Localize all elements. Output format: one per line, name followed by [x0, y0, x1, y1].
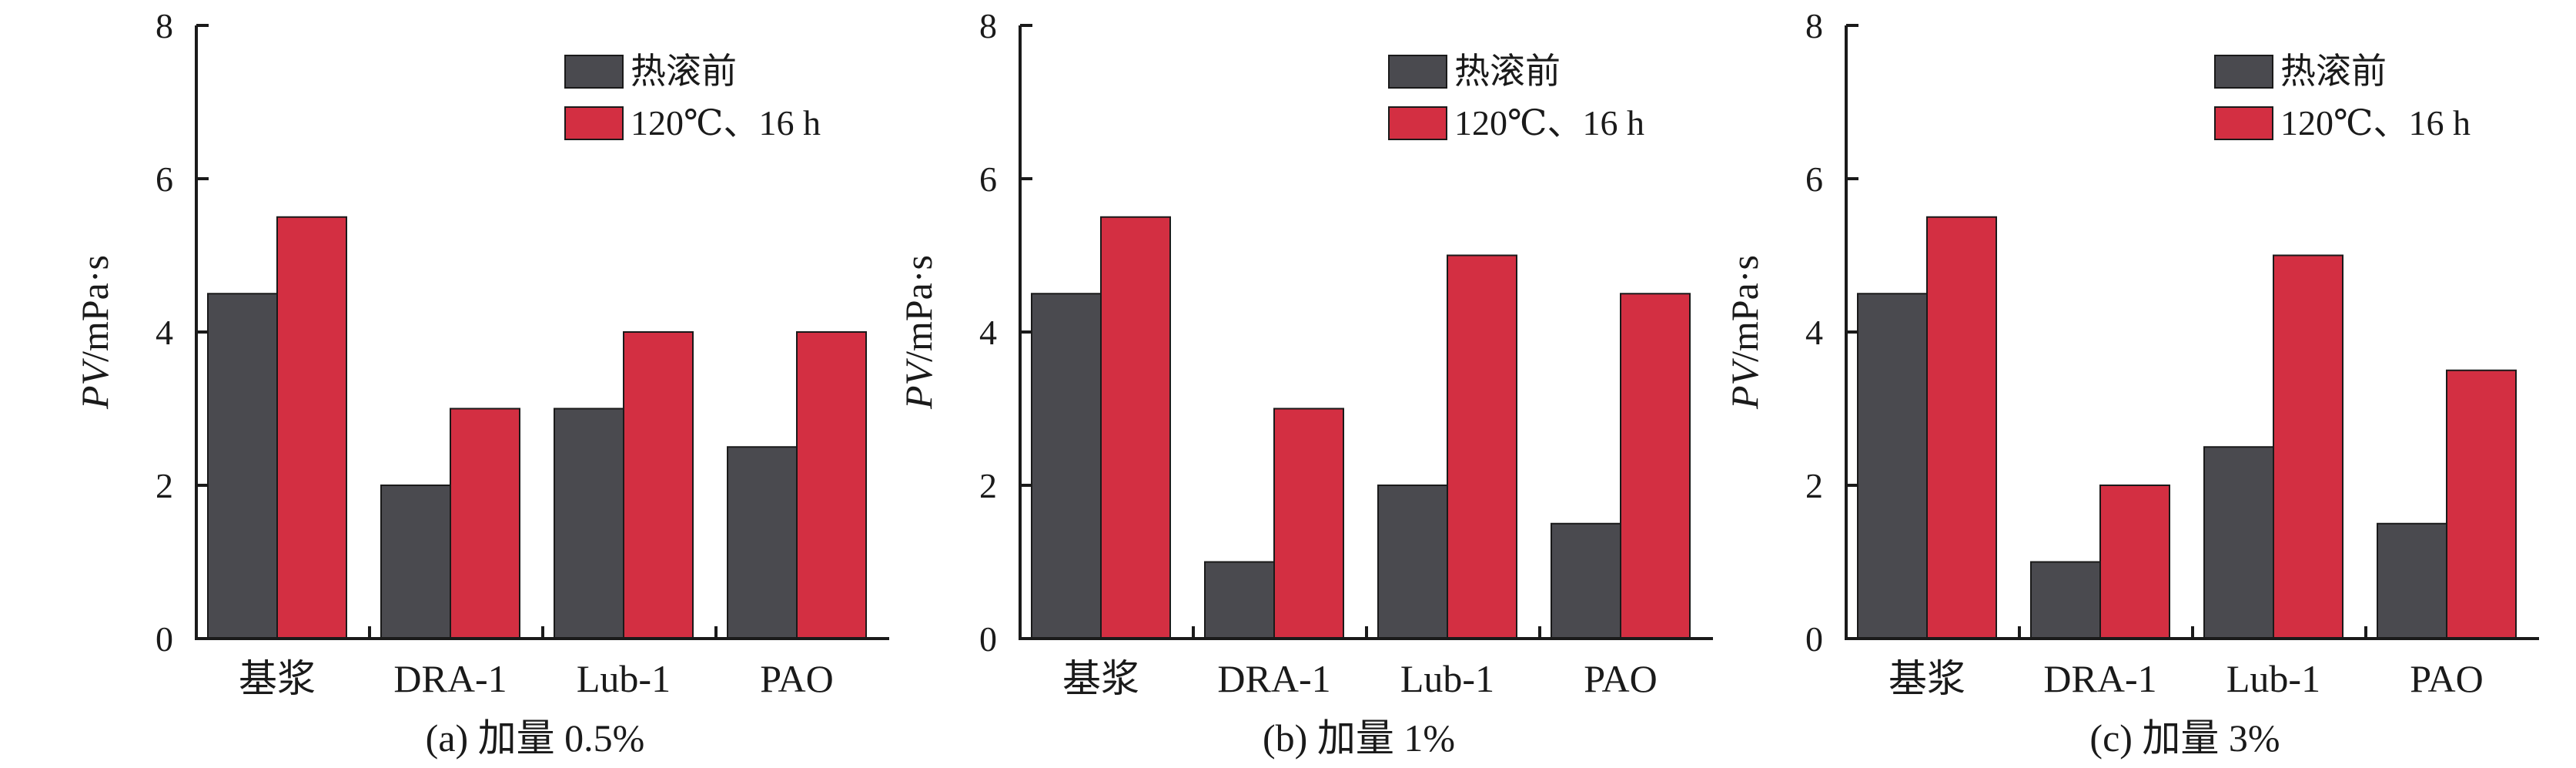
y-axis-label-unit: /mPa·s: [1723, 255, 1766, 362]
bar-基浆-series-1: [1857, 293, 1928, 639]
y-tick-label: 8: [156, 6, 173, 45]
y-tick-label: 2: [1805, 466, 1823, 505]
bar-Lub-1-series-2: [623, 331, 694, 639]
panel-caption: (b) 加量 1%: [1263, 716, 1455, 760]
bar-基浆-series-1: [1031, 293, 1102, 639]
bar-DRA-1-series-1: [380, 485, 451, 639]
chart-panel-2: 0 2 4 6 8 基浆 DRA-1 Lub-1 PAO PV/mPa·s 热滚前 120℃、16 h…: [897, 6, 1713, 760]
bar-Lub-1-series-2: [2273, 254, 2343, 639]
bar-PAO-series-2: [2446, 369, 2517, 639]
y-tick-label: 4: [979, 313, 997, 352]
y-tick-label: 8: [979, 6, 997, 45]
bar-基浆-series-1: [207, 293, 278, 639]
bar-DRA-1-series-2: [2099, 485, 2170, 639]
bar-PAO-series-1: [1551, 522, 1621, 639]
y-tick-label: 2: [156, 466, 173, 505]
y-axis-label-unit: /mPa·s: [73, 255, 116, 362]
legend-swatch-2: [2214, 106, 2273, 140]
x-tick-label: 基浆: [239, 657, 316, 700]
bar-基浆-series-2: [276, 216, 347, 639]
x-tick-label: Lub-1: [1400, 657, 1494, 700]
chart-panel-1: 0 2 4 6 8 基浆 DRA-1 Lub-1 PAO PV/mPa·s 热滚前 120℃、16 h…: [73, 6, 889, 760]
y-axis-label-symbol: PV: [1723, 357, 1766, 410]
legend-label-1: 热滚前: [2280, 52, 2387, 91]
y-axis-label-symbol: PV: [897, 357, 940, 410]
y-tick-label: 6: [979, 159, 997, 199]
bar-Lub-1-series-1: [2203, 446, 2274, 639]
y-tick-label: 6: [1805, 159, 1823, 199]
bar-DRA-1-series-2: [1273, 407, 1344, 639]
x-tick-label: 基浆: [1062, 657, 1139, 700]
y-tick-label: 4: [1805, 313, 1823, 352]
bar-Lub-1-series-2: [1447, 254, 1517, 639]
chart-panel-3: 0 2 4 6 8 基浆 DRA-1 Lub-1 PAO PV/mPa·s 热滚前 120℃、16 h…: [1723, 6, 2539, 760]
panel-caption: (c) 加量 3%: [2089, 716, 2280, 760]
bar-Lub-1-series-1: [1377, 485, 1448, 639]
legend-swatch-1: [564, 55, 624, 89]
y-tick-label: 4: [156, 313, 173, 352]
y-axis-label: PV/mPa·s: [1723, 255, 1766, 410]
x-tick-label: PAO: [2410, 657, 2483, 700]
legend-label-2: 120℃、16 h: [1454, 103, 1644, 143]
bar-DRA-1-series-1: [1204, 561, 1275, 639]
y-axis-label: PV/mPa·s: [897, 255, 940, 410]
y-tick-label: 0: [156, 619, 173, 659]
y-tick-label: 8: [1805, 6, 1823, 45]
legend-label-1: 热滚前: [631, 52, 737, 91]
bar-PAO-series-1: [2377, 522, 2447, 639]
legend-swatch-2: [564, 106, 624, 140]
y-axis-label: PV/mPa·s: [73, 255, 116, 410]
x-tick-label: Lub-1: [2226, 657, 2320, 700]
x-tick-label: DRA-1: [2043, 657, 2156, 700]
x-tick-label: 基浆: [1889, 657, 1965, 700]
y-tick-label: 0: [979, 619, 997, 659]
legend-swatch-1: [1388, 55, 1447, 89]
bar-PAO-series-2: [1620, 293, 1691, 639]
legend-swatch-1: [2214, 55, 2273, 89]
x-tick-label: Lub-1: [577, 657, 671, 700]
legend-label-2: 120℃、16 h: [631, 103, 821, 143]
legend-swatch-2: [1388, 106, 1447, 140]
x-tick-label: PAO: [1584, 657, 1657, 700]
bar-基浆-series-2: [1926, 216, 1997, 639]
x-tick-label: DRA-1: [393, 657, 507, 700]
y-tick-label: 2: [979, 466, 997, 505]
y-axis-label-unit: /mPa·s: [897, 255, 940, 362]
x-tick-label: PAO: [760, 657, 833, 700]
bar-DRA-1-series-2: [450, 407, 520, 639]
bar-PAO-series-1: [727, 446, 798, 639]
bar-基浆-series-2: [1100, 216, 1171, 639]
bar-PAO-series-2: [796, 331, 867, 639]
y-tick-label: 6: [156, 159, 173, 199]
bar-Lub-1-series-1: [554, 407, 624, 639]
legend-label-2: 120℃、16 h: [2280, 103, 2471, 143]
x-tick-label: DRA-1: [1217, 657, 1330, 700]
legend-label-1: 热滚前: [1454, 52, 1561, 91]
y-tick-label: 0: [1805, 619, 1823, 659]
panel-caption: (a) 加量 0.5%: [426, 716, 645, 760]
bar-DRA-1-series-1: [2030, 561, 2101, 639]
y-axis-label-symbol: PV: [73, 357, 116, 410]
